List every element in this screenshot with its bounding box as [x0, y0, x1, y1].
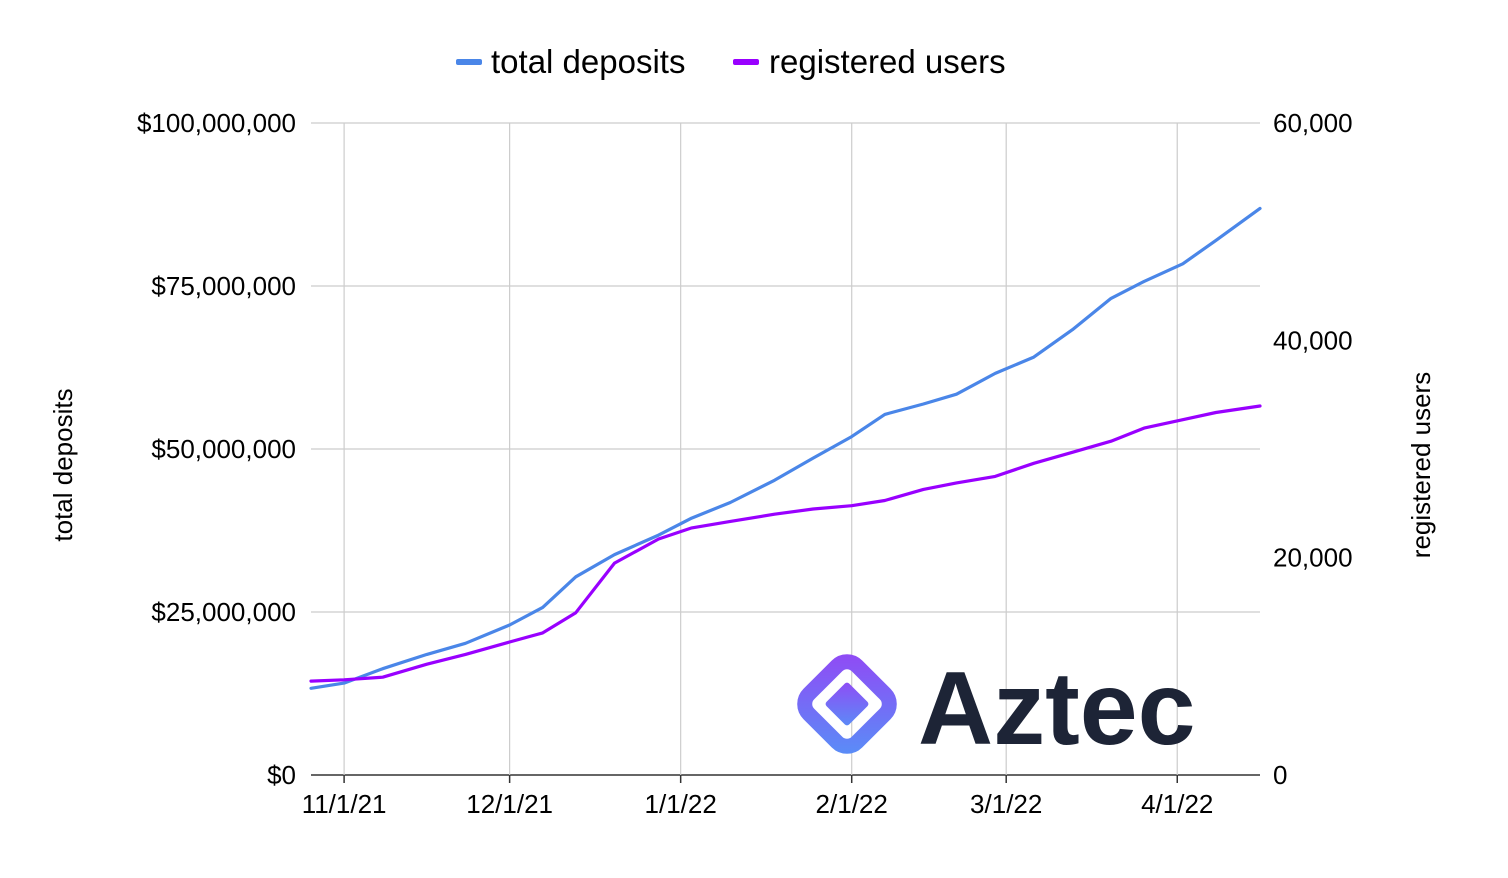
legend-label-registered-users: registered users: [769, 43, 1006, 80]
right-tick-label: 20,000: [1273, 543, 1353, 573]
x-tick-label: 2/1/22: [816, 789, 888, 819]
left-tick-label: $50,000,000: [151, 434, 296, 464]
legend-swatch-total-deposits: [456, 59, 482, 65]
right-axis-title: registered users: [1406, 372, 1436, 558]
aztec-diamond-icon: [797, 654, 897, 754]
x-tick-label: 1/1/22: [645, 789, 717, 819]
aztec-logo-text: Aztec: [918, 651, 1195, 767]
legend: total deposits registered users: [456, 43, 1006, 80]
left-axis-ticks: $0 $25,000,000 $50,000,000 $75,000,000 $100,…: [137, 108, 296, 790]
gridlines: [311, 122, 1260, 783]
left-tick-label: $75,000,000: [151, 271, 296, 301]
right-tick-label: 40,000: [1273, 325, 1353, 355]
x-tick-label: 12/1/21: [466, 789, 553, 819]
series-line-registered-users: [309, 404, 1262, 683]
x-tick-label: 3/1/22: [970, 789, 1042, 819]
aztec-logo: Aztec: [797, 651, 1195, 767]
legend-label-total-deposits: total deposits: [491, 43, 685, 80]
x-tick-label: 4/1/22: [1141, 789, 1213, 819]
series-lines: [309, 206, 1262, 690]
right-tick-label: 0: [1273, 760, 1287, 790]
x-tick-label: 11/1/21: [302, 789, 387, 819]
left-tick-label: $0: [267, 760, 296, 790]
series-line-total-deposits: [309, 206, 1262, 690]
left-tick-label: $25,000,000: [151, 597, 296, 627]
left-tick-label: $100,000,000: [137, 108, 296, 138]
left-axis-title: total deposits: [48, 388, 78, 541]
right-tick-label: 60,000: [1273, 108, 1353, 138]
right-axis-ticks: 0 20,000 40,000 60,000: [1273, 108, 1353, 790]
x-axis-ticks: 11/1/21 12/1/21 1/1/22 2/1/22 3/1/22 4/1/22: [302, 789, 1214, 819]
legend-swatch-registered-users: [733, 59, 759, 65]
